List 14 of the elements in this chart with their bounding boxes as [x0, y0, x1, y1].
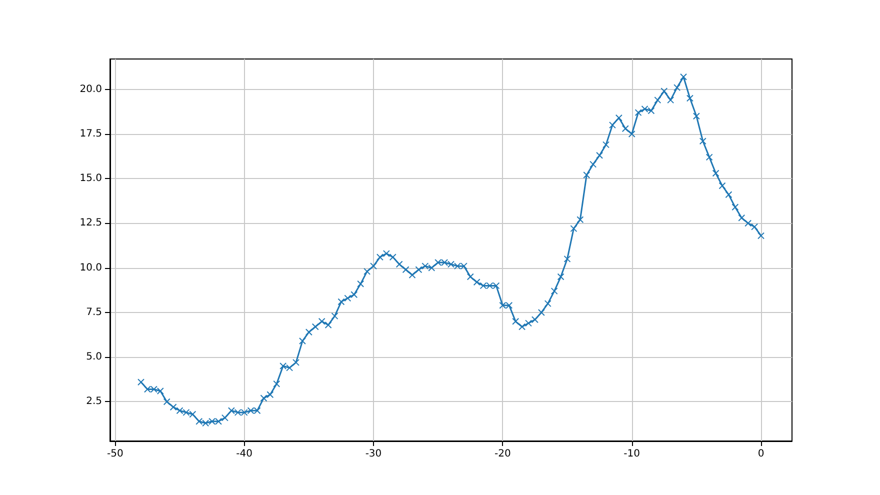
x-tick-label: -20 — [494, 448, 511, 460]
y-tick-label: 10.0 — [80, 262, 102, 274]
x-tick-label: -10 — [624, 448, 640, 460]
x-tick-label: -50 — [106, 448, 124, 460]
x-tick-label: -40 — [236, 448, 253, 460]
x-tick-label: -30 — [365, 448, 382, 460]
y-tick-label: 12.5 — [80, 218, 102, 229]
x-tick-label: 0 — [758, 448, 764, 460]
y-tick-label: 5.0 — [86, 352, 102, 363]
y-tick-label: 15.0 — [80, 173, 102, 184]
y-tick-label: 2.5 — [86, 396, 102, 408]
y-tick-label: 17.5 — [80, 128, 102, 140]
y-tick-label: 20.0 — [80, 84, 102, 95]
y-tick-label: 7.5 — [86, 306, 102, 318]
